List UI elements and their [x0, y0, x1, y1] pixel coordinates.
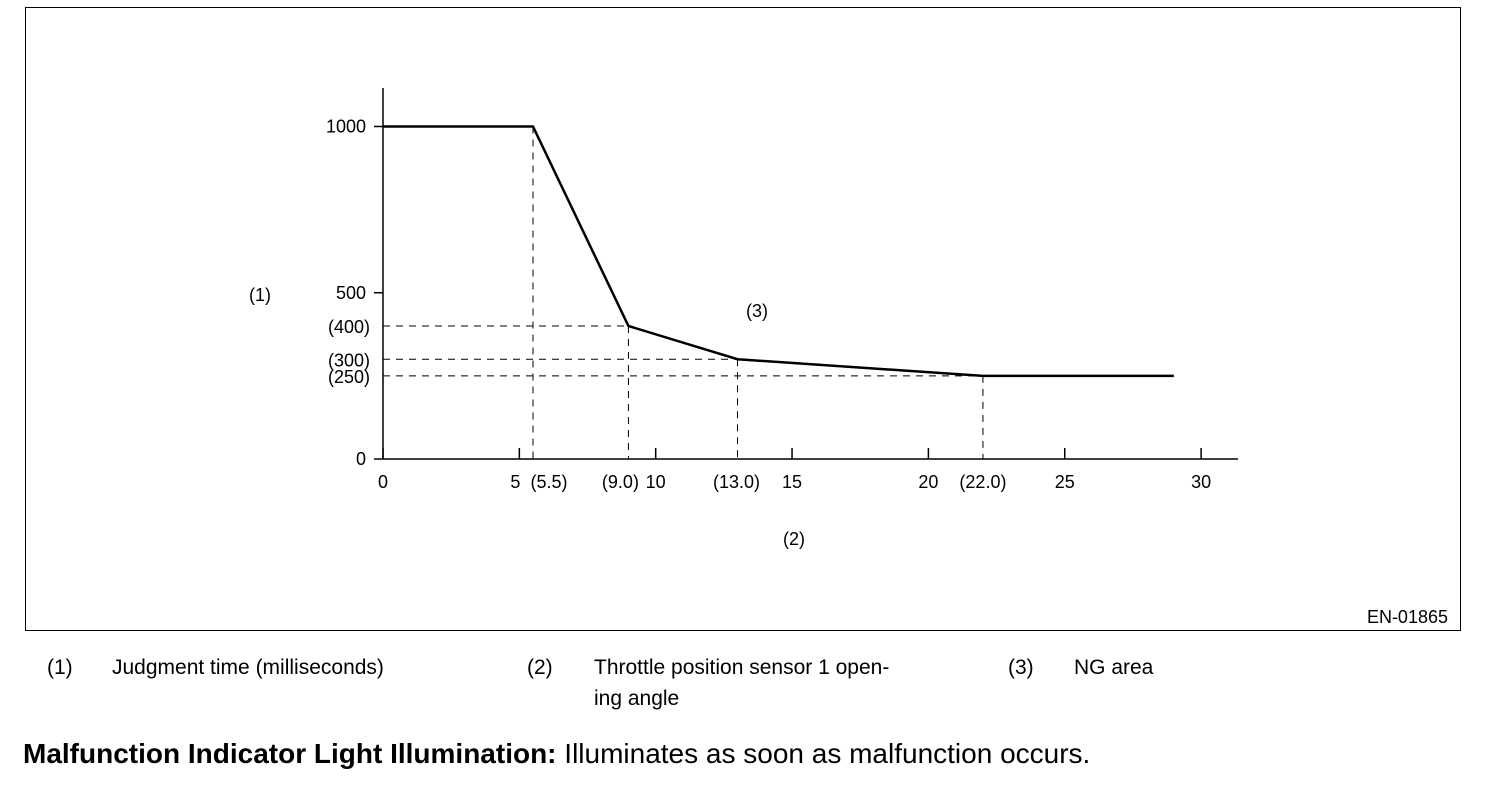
figure-id: EN-01865 [1367, 607, 1448, 627]
legend-num-2: (2) [527, 656, 553, 679]
figure-frame [25, 7, 1461, 631]
y-marked-label: (250) [328, 367, 370, 387]
x-tick-label: 20 [918, 472, 938, 492]
y-tick-label: 1000 [326, 117, 366, 137]
x-marked-label: (22.0) [959, 472, 1006, 492]
series [383, 125, 1174, 378]
x-marked-label: (5.5) [530, 472, 567, 492]
legend-num-1: (1) [47, 656, 73, 679]
footer-text: Illuminates as soon as malfunction occur… [556, 738, 1091, 769]
legend-text-3: NG area [1074, 656, 1154, 679]
x-tick-label: 25 [1055, 472, 1075, 492]
legend-text-2: Throttle position sensor 1 open- [594, 656, 890, 679]
x-tick-label: 30 [1191, 472, 1211, 492]
legend-text-2-cont: ing angle [594, 687, 680, 710]
y-marked-label: (300) [328, 350, 370, 370]
legend-text-1: Judgment time (milliseconds) [112, 656, 384, 679]
y-tick-label: 500 [336, 283, 366, 303]
axes [374, 88, 1238, 460]
x-marked-label: (13.0) [713, 472, 760, 492]
judgment-time-line [383, 125, 1174, 378]
footer-bold-label: Malfunction Indicator Light Illumination… [23, 738, 557, 769]
ng-area-label: (3) [746, 301, 768, 321]
y-axis-label: (1) [249, 285, 271, 305]
y-tick-label: 0 [356, 449, 366, 469]
x-tick-label: 5 [510, 472, 520, 492]
legend-num-3: (3) [1008, 656, 1034, 679]
guide-lines [383, 126, 984, 459]
axis-labels: 0 500 1000 0 5 10 15 20 25 30 (400) (300)(250) (5.5)… [249, 117, 1211, 550]
x-marked-label: (9.0) [602, 472, 639, 492]
y-marked-label: (400) [328, 317, 370, 337]
x-tick-label: 0 [378, 472, 388, 492]
chart: 0 500 1000 0 5 10 15 20 25 30 (400) (300)(250) (5.5)… [249, 88, 1448, 627]
x-tick-label: 10 [646, 472, 666, 492]
footer-note: Malfunction Indicator Light Illumination… [23, 738, 1090, 770]
x-axis-label: (2) [783, 529, 805, 549]
x-tick-label: 15 [782, 472, 802, 492]
